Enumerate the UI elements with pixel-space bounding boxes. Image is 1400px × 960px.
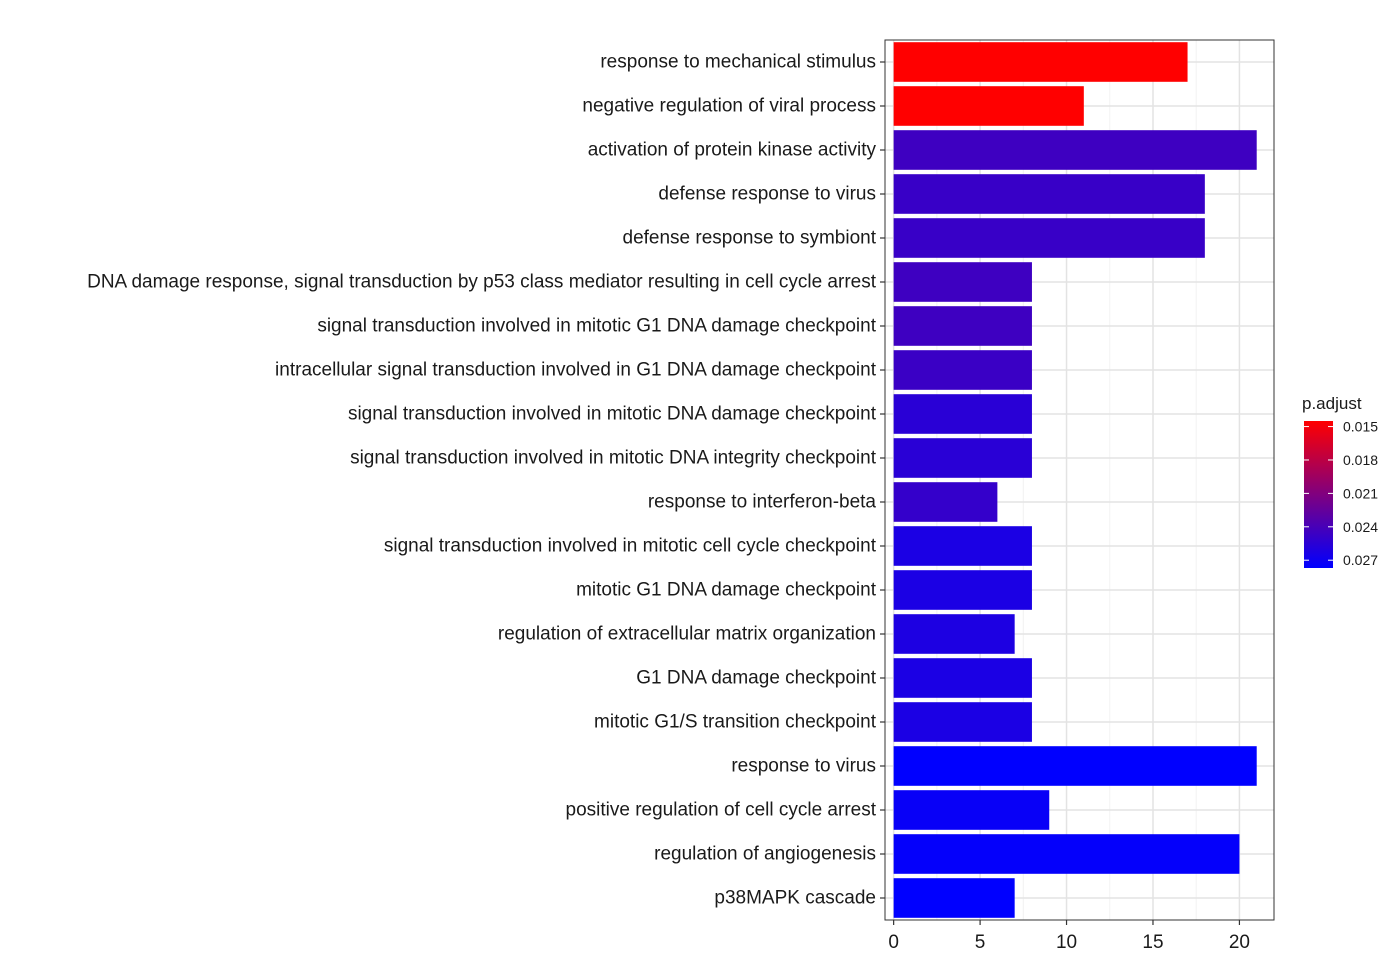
category-label: response to virus bbox=[731, 756, 876, 777]
bar bbox=[893, 130, 1257, 170]
category-label: response to mechanical stimulus bbox=[600, 52, 876, 73]
category-label: signal transduction involved in mitotic … bbox=[384, 536, 877, 557]
bar bbox=[893, 834, 1240, 874]
category-label: regulation of angiogenesis bbox=[654, 844, 876, 865]
y-axis: response to mechanical stimulus negative … bbox=[87, 52, 885, 909]
bar bbox=[893, 218, 1205, 258]
category-label: activation of protein kinase activity bbox=[588, 140, 877, 161]
bar bbox=[893, 526, 1032, 566]
bar bbox=[893, 482, 998, 522]
category-label: response to interferon-beta bbox=[648, 492, 877, 513]
legend-tick-label: 0.015 bbox=[1343, 419, 1378, 435]
x-axis: 0 5 10 15 20 bbox=[888, 920, 1250, 953]
category-label: p38MAPK cascade bbox=[714, 888, 876, 909]
bars bbox=[893, 42, 1257, 918]
bar bbox=[893, 702, 1032, 742]
legend-title: p.adjust bbox=[1302, 394, 1362, 413]
grid-lines bbox=[885, 40, 1274, 920]
category-label: defense response to symbiont bbox=[623, 228, 877, 249]
legend-tick-label: 0.018 bbox=[1343, 452, 1378, 468]
bar bbox=[893, 570, 1032, 610]
x-tick-label: 10 bbox=[1056, 932, 1077, 953]
bar bbox=[893, 174, 1205, 214]
x-tick-label: 5 bbox=[975, 932, 986, 953]
bar bbox=[893, 350, 1032, 390]
category-label: intracellular signal transduction involv… bbox=[275, 360, 877, 381]
category-label: mitotic G1/S transition checkpoint bbox=[594, 712, 877, 733]
category-label: regulation of extracellular matrix organ… bbox=[498, 624, 876, 645]
x-tick-label: 0 bbox=[888, 932, 899, 953]
category-label: defense response to virus bbox=[658, 184, 876, 205]
legend-tick-label: 0.024 bbox=[1343, 519, 1378, 535]
category-label: G1 DNA damage checkpoint bbox=[636, 668, 876, 689]
bar bbox=[893, 438, 1032, 478]
color-legend: p.adjust 0.015 0.018 0.021 0.024 0.027 bbox=[1302, 394, 1378, 568]
bar bbox=[893, 746, 1257, 786]
x-tick-label: 20 bbox=[1229, 932, 1250, 953]
x-tick-label: 15 bbox=[1142, 932, 1163, 953]
bar bbox=[893, 878, 1015, 918]
legend-tick-label: 0.027 bbox=[1343, 552, 1378, 568]
bar bbox=[893, 394, 1032, 434]
bar bbox=[893, 42, 1188, 82]
category-label: mitotic G1 DNA damage checkpoint bbox=[576, 580, 877, 601]
category-label: DNA damage response, signal transduction… bbox=[87, 272, 877, 293]
plot-panel-border bbox=[884, 39, 1275, 921]
bar bbox=[893, 306, 1032, 346]
bar bbox=[893, 262, 1032, 302]
bar bbox=[893, 614, 1015, 654]
category-label: signal transduction involved in mitotic … bbox=[348, 404, 877, 425]
bar bbox=[893, 86, 1084, 126]
legend-tick-label: 0.021 bbox=[1343, 485, 1378, 501]
category-label: signal transduction involved in mitotic … bbox=[350, 448, 877, 469]
plot-background bbox=[885, 40, 1274, 920]
legend-colorbar bbox=[1304, 421, 1333, 568]
category-label: signal transduction involved in mitotic … bbox=[317, 316, 876, 337]
category-label: positive regulation of cell cycle arrest bbox=[566, 800, 877, 821]
bar bbox=[893, 658, 1032, 698]
category-label: negative regulation of viral process bbox=[582, 96, 876, 117]
bar bbox=[893, 790, 1050, 830]
